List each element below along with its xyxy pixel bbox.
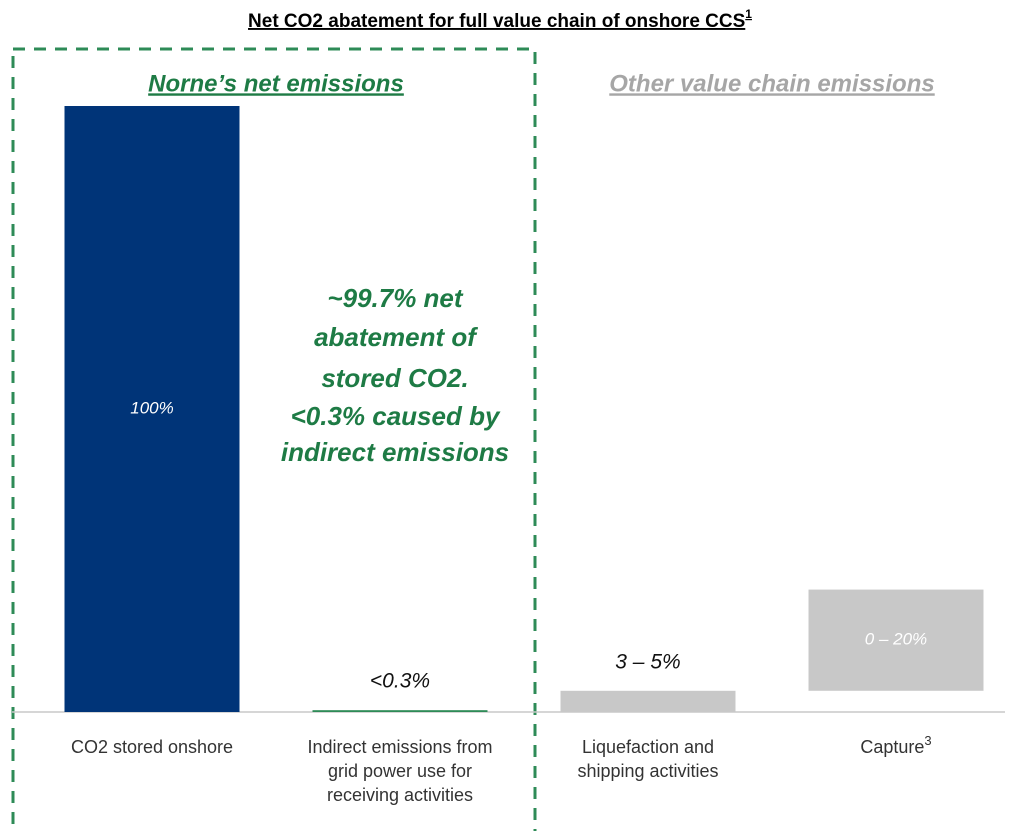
x-tick-text: shipping activities (577, 761, 718, 781)
x-tick-label: Liquefaction and (582, 737, 714, 757)
x-tick-label: Indirect emissions from (307, 737, 492, 757)
title-note: 1 (745, 7, 752, 21)
x-tick-text: Indirect emissions from (307, 737, 492, 757)
x-tick-note: 3 (924, 733, 931, 748)
annotation: ~99.7% net (327, 283, 463, 313)
x-tick-label: shipping activities (577, 761, 718, 781)
x-tick-text: grid power use for (328, 761, 472, 781)
group-label: Other value chain emissions (609, 70, 934, 97)
x-tick-text: CO2 stored onshore (71, 737, 233, 757)
x-tick-label: receiving activities (327, 785, 473, 805)
bar (312, 710, 488, 712)
bar (808, 589, 984, 691)
x-tick-text: Liquefaction and (582, 737, 714, 757)
x-tick-text: Capture (860, 737, 924, 757)
annotation: indirect emissions (281, 437, 509, 467)
value-label: 3 – 5% (615, 650, 680, 673)
group-label: Norne’s net emissions (148, 70, 404, 97)
bar (560, 690, 736, 712)
x-tick-label: Capture3 (860, 733, 931, 756)
title-text: Net CO2 abatement for full value chain o… (248, 11, 745, 32)
value-label: <0.3% (370, 670, 430, 693)
value-label: 0 – 20% (865, 630, 927, 649)
group-box (11, 47, 537, 831)
x-tick-text: receiving activities (327, 785, 473, 805)
annotation: abatement of (314, 322, 478, 352)
chart-title: Net CO2 abatement for full value chain o… (248, 7, 752, 32)
value-label: 100% (130, 398, 173, 417)
annotation: <0.3% caused by (291, 401, 501, 431)
x-tick-label: grid power use for (328, 761, 472, 781)
bar (64, 106, 240, 712)
annotation: stored CO2. (321, 363, 468, 393)
x-tick-label: CO2 stored onshore (71, 737, 233, 757)
